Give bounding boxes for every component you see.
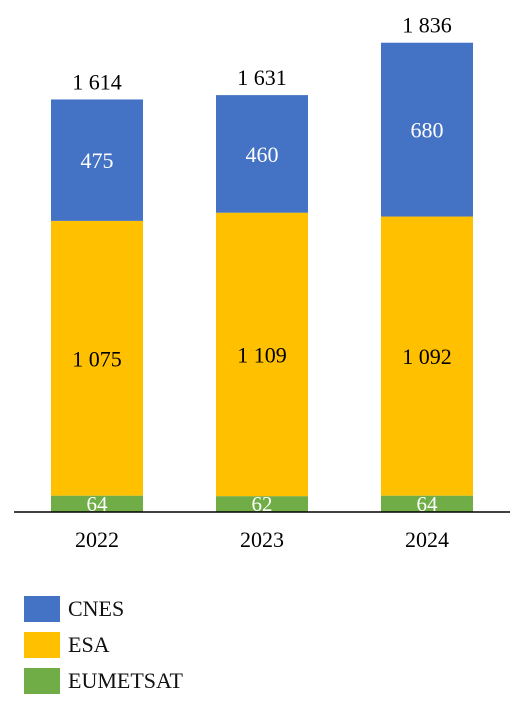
- x-tick-label-2022: 2022: [75, 527, 119, 552]
- bars-layer: [51, 42, 473, 512]
- legend-item-eumetsat: EUMETSAT: [24, 666, 183, 696]
- bar-segment-eumetsat-2022: [51, 495, 143, 512]
- bar-segment-esa-2022: [51, 220, 143, 496]
- total-label-2024: 1 836: [402, 13, 452, 38]
- x-tick-labels: 2022 2023 2024: [75, 527, 449, 552]
- legend-swatch-esa: [24, 632, 60, 658]
- data-label-eumetsat-2023: 62: [252, 492, 273, 516]
- data-label-esa-2024: 1 092: [402, 344, 452, 369]
- legend: CNES ESA EUMETSAT: [24, 594, 183, 702]
- data-label-cnes-2023: 460: [246, 142, 279, 167]
- labels-layer: 64 1 075 475 1 614 62 1 109 460 1 631 64 1 092 680…: [72, 13, 452, 516]
- legend-item-cnes: CNES: [24, 594, 183, 624]
- bar-segment-eumetsat-2023: [216, 496, 308, 512]
- data-label-cnes-2024: 680: [411, 118, 444, 143]
- data-label-cnes-2022: 475: [81, 148, 114, 173]
- data-label-eumetsat-2024: 64: [417, 492, 439, 516]
- x-tick-label-2023: 2023: [240, 527, 284, 552]
- data-label-eumetsat-2022: 64: [87, 492, 109, 516]
- bar-segment-esa-2024: [381, 216, 473, 496]
- bar-segment-cnes-2022: [51, 99, 143, 221]
- legend-label-cnes: CNES: [68, 596, 125, 621]
- total-label-2022: 1 614: [72, 69, 122, 94]
- legend-item-esa: ESA: [24, 630, 183, 660]
- legend-label-esa: ESA: [68, 632, 110, 657]
- legend-swatch-cnes: [24, 596, 60, 622]
- data-label-esa-2022: 1 075: [72, 346, 122, 371]
- bar-segment-cnes-2024: [381, 42, 473, 217]
- bar-segment-esa-2023: [216, 212, 308, 497]
- x-tick-label-2024: 2024: [405, 527, 449, 552]
- bar-segment-eumetsat-2024: [381, 495, 473, 512]
- data-label-esa-2023: 1 109: [237, 342, 287, 367]
- bar-segment-cnes-2023: [216, 95, 308, 213]
- stacked-bar-chart: 64 1 075 475 1 614 62 1 109 460 1 631 64 1 092 680…: [14, 13, 510, 552]
- total-label-2023: 1 631: [237, 65, 287, 90]
- legend-label-eumetsat: EUMETSAT: [68, 668, 183, 693]
- legend-swatch-eumetsat: [24, 668, 60, 694]
